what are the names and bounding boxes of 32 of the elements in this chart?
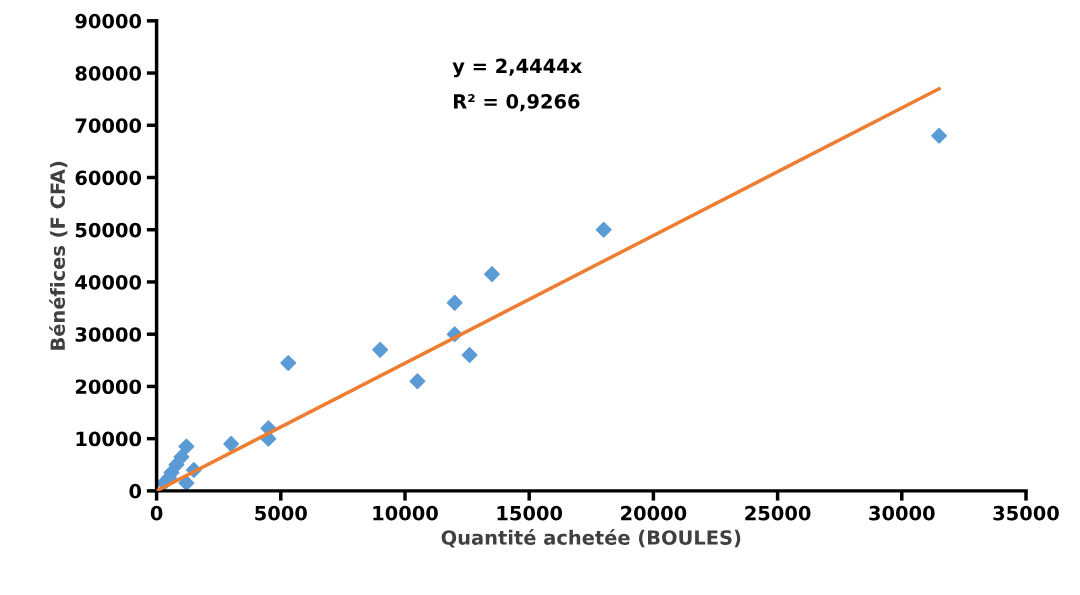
x-tick-label: 35000 [993, 505, 1059, 521]
x-tick-label: 0 [150, 505, 163, 521]
y-tick-label: 70000 [75, 118, 142, 133]
x-tick-label: 15000 [497, 505, 563, 521]
point [595, 221, 612, 238]
y-tick-label: 80000 [75, 66, 142, 81]
annotation: R² = 0,9266 [453, 94, 580, 112]
y-tick-label: 40000 [75, 274, 142, 290]
point [372, 341, 389, 358]
point [461, 347, 478, 364]
x-tick-label: 5000 [255, 505, 307, 521]
y-tick-label: 60000 [75, 170, 142, 186]
point [931, 127, 948, 144]
x-axis-title: Quantité achetée (BOULES) [441, 529, 741, 548]
y-tick-label: 10000 [76, 431, 142, 447]
point [178, 438, 195, 455]
point [223, 435, 240, 452]
y-axis-title: Bénéfices (F CFA) [49, 161, 68, 350]
x-tick-label: 25000 [745, 505, 811, 521]
point [483, 266, 500, 283]
y-tick-label: 30000 [75, 327, 142, 342]
x-tick-label: 10000 [373, 505, 438, 521]
x-tick-label: 30000 [869, 505, 935, 521]
point [280, 354, 297, 371]
annotation: y = 2,4444x [452, 58, 582, 78]
y-tick-label: 20000 [75, 379, 142, 395]
y-tick-label: 0 [129, 483, 142, 499]
y-tick-label: 90000 [75, 13, 142, 29]
point [446, 294, 463, 311]
point [409, 373, 426, 390]
y-tick-label: 50000 [75, 222, 142, 238]
x-tick-label: 20000 [621, 505, 687, 521]
